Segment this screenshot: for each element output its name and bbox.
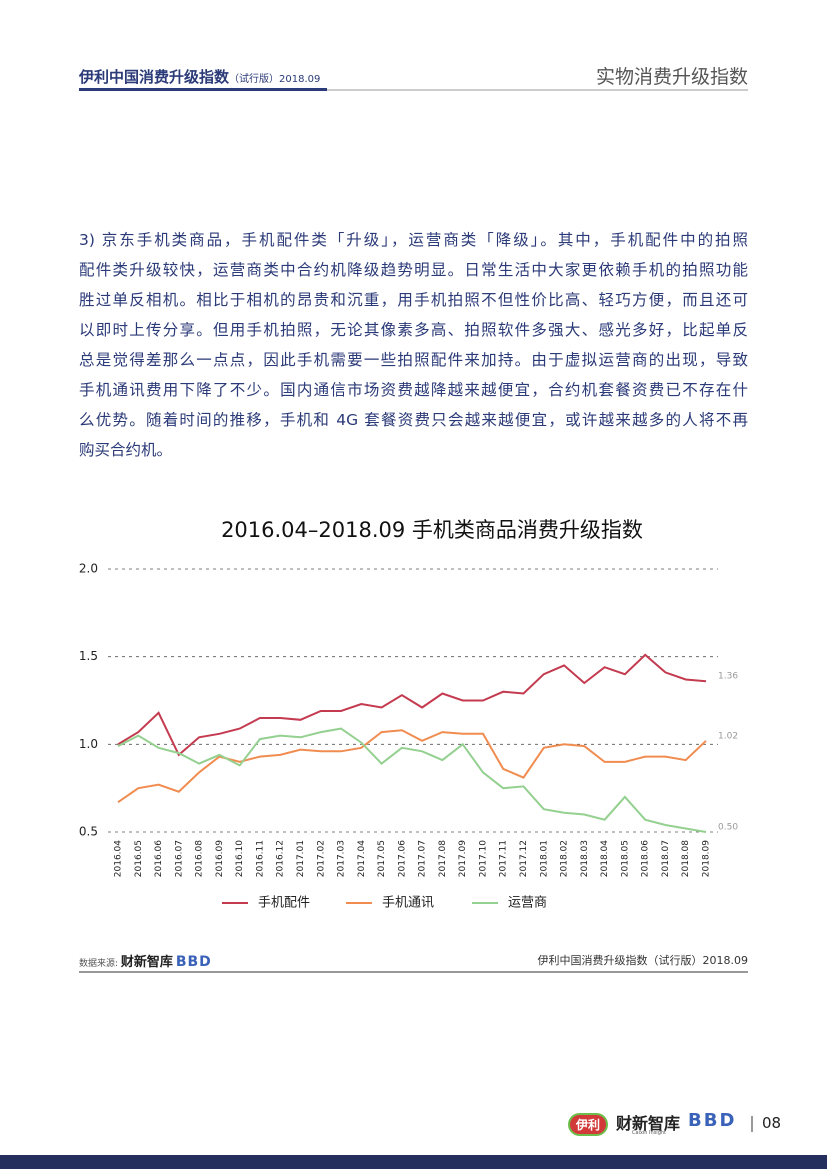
x-tick-label: 2016.11 — [255, 840, 265, 877]
footer-logo-caixin-sub: Caixin Insight — [632, 1130, 666, 1136]
x-tick-label: 2017.07 — [418, 840, 428, 877]
header-title: 伊利中国消费升级指数（试行版）2018.09 — [79, 66, 320, 87]
page-number: 08 — [762, 1114, 782, 1132]
value-label: 0.50 — [718, 823, 738, 833]
x-tick-label: 2018.04 — [600, 840, 610, 877]
paragraph-line: 购买合约机。 — [79, 441, 173, 459]
source: 数据来源: 财新智库 BBD — [79, 951, 212, 970]
legend-label: 运营商 — [508, 896, 547, 911]
paragraph-line: 3) 京东手机类商品，手机配件类「升级」，运营商类「降级」。其中，手机配件中的拍… — [79, 231, 748, 249]
x-tick-label: 2017.04 — [357, 840, 367, 877]
paragraph-line: 手机通讯费用下降了不少。国内通信市场资费越降越来越便宜，合约机套餐资费已不存在什 — [79, 381, 748, 399]
paragraph-line: 总是觉得差那么一点点，因此手机需要一些拍照配件来加持。由于虚拟运营商的出现，导致 — [79, 351, 748, 369]
y-tick-label: 1.0 — [79, 737, 98, 751]
x-tick-label: 2017.05 — [377, 840, 387, 877]
header-edition: （试行版）2018.09 — [229, 74, 321, 85]
x-tick-label: 2018.08 — [681, 840, 691, 877]
x-tick-label: 2018.07 — [661, 840, 671, 877]
x-tick-label: 2017.09 — [458, 840, 468, 877]
x-tick-label: 2017.12 — [519, 840, 529, 877]
x-tick-label: 2017.11 — [499, 840, 509, 877]
source-right: 伊利中国消费升级指数（试行版）2018.09 — [537, 954, 749, 967]
x-tick-label: 2017.10 — [478, 840, 488, 877]
x-tick-label: 2018.02 — [560, 840, 570, 877]
paragraph-line: 胜过单反相机。相比于相机的昂贵和沉重，用手机拍照不但性价比高、轻巧方便，而且还可 — [79, 291, 748, 309]
footer-logo-yili: 伊利 — [568, 1113, 609, 1136]
header-accent — [79, 88, 327, 91]
x-tick-label: 2016.09 — [215, 840, 225, 877]
y-tick-label: 2.0 — [79, 562, 98, 576]
x-tick-label: 2017.03 — [337, 840, 347, 877]
x-tick-label: 2016.07 — [174, 840, 184, 877]
x-tick-label: 2017.06 — [397, 840, 407, 877]
x-tick-label: 2016.10 — [235, 840, 245, 877]
footer-logo-caixin: 财新智库 — [616, 1114, 681, 1133]
x-tick-label: 2016.05 — [134, 840, 144, 877]
y-tick-label: 1.5 — [79, 649, 98, 663]
series-line — [117, 653, 707, 757]
x-tick-label: 2017.01 — [296, 840, 306, 877]
x-tick-label: 2016.08 — [195, 840, 205, 877]
footer-band — [0, 1155, 827, 1169]
source-logo-caixin: 财新智库 — [120, 955, 173, 970]
x-tick-label: 2018.01 — [539, 840, 549, 877]
header-section: 实物消费升级指数 — [595, 66, 748, 88]
x-tick-label: 2018.05 — [620, 840, 630, 877]
x-tick-label: 2018.03 — [580, 840, 590, 877]
paragraph-line: 么优势。随着时间的推移，手机和 4G 套餐资费只会越来越便宜，或许越来越多的人将… — [79, 411, 748, 429]
source-logo-bbd: BBD — [175, 954, 212, 970]
paragraph-line: 以即时上传分享。但用手机拍照，无论其像素多高、拍照软件多强大、感光多好，比起单反 — [79, 321, 748, 339]
legend-label: 手机通讯 — [382, 896, 434, 911]
x-tick-label: 2018.09 — [702, 840, 712, 877]
source-label: 数据来源: — [79, 959, 119, 969]
x-tick-label: 2016.06 — [154, 840, 164, 877]
y-tick-label: 0.5 — [79, 825, 98, 839]
x-tick-label: 2017.02 — [316, 840, 326, 877]
x-tick-label: 2016.04 — [114, 840, 124, 877]
series-line — [117, 727, 707, 833]
value-label: 1.02 — [718, 731, 738, 741]
footer-logo-bbd: BBD — [688, 1110, 737, 1131]
x-tick-label: 2018.06 — [641, 840, 651, 877]
x-tick-label: 2017.08 — [438, 840, 448, 877]
paragraph-line: 配件类升级较快，运营商类中合约机降级趋势明显。日常生活中大家更依赖手机的拍照功能 — [79, 261, 748, 279]
header-title-text: 伊利中国消费升级指数 — [79, 68, 230, 86]
chart-title: 2016.04–2018.09 手机类商品消费升级指数 — [221, 518, 643, 542]
legend-label: 手机配件 — [258, 896, 310, 911]
series-line — [117, 729, 707, 804]
x-tick-label: 2016.12 — [276, 840, 286, 877]
value-label: 1.36 — [718, 672, 738, 682]
